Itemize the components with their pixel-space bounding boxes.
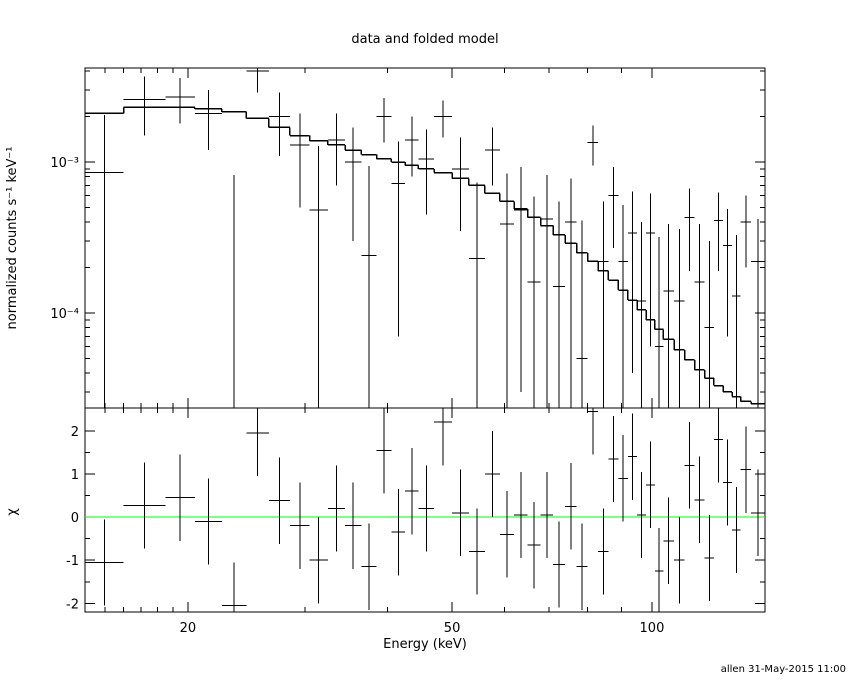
y-tick-label: -2 bbox=[66, 597, 79, 612]
y-axis-label: normalized counts s⁻¹ keV⁻¹ bbox=[5, 147, 20, 330]
y-tick-label: -1 bbox=[66, 554, 79, 569]
y-tick-label: 0 bbox=[71, 511, 79, 526]
x-tick-label: 20 bbox=[180, 621, 197, 636]
footer: allen 31-May-2015 11:00 bbox=[721, 664, 846, 675]
y-axis-label: χ bbox=[5, 508, 20, 516]
y-tick-label: 10⁻³ bbox=[50, 156, 79, 171]
y-tick-label: 2 bbox=[71, 425, 79, 440]
plot-frame bbox=[84, 407, 766, 613]
x-tick-label: 100 bbox=[640, 621, 665, 636]
y-tick-label: 10⁻⁴ bbox=[50, 307, 79, 322]
x-tick-label: 50 bbox=[444, 621, 461, 636]
x-axis-label: Energy (keV) bbox=[383, 637, 467, 652]
chart-title: data and folded model bbox=[351, 32, 498, 47]
y-tick-label: 1 bbox=[71, 468, 79, 483]
